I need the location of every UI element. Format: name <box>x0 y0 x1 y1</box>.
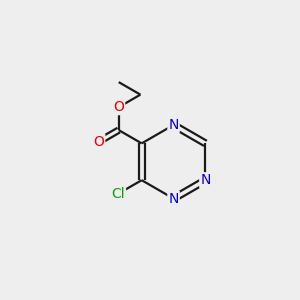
Text: Cl: Cl <box>111 187 125 201</box>
Text: N: N <box>200 173 211 187</box>
Text: O: O <box>93 135 104 148</box>
Text: N: N <box>168 192 179 206</box>
Text: O: O <box>113 100 124 114</box>
Text: N: N <box>168 118 179 132</box>
